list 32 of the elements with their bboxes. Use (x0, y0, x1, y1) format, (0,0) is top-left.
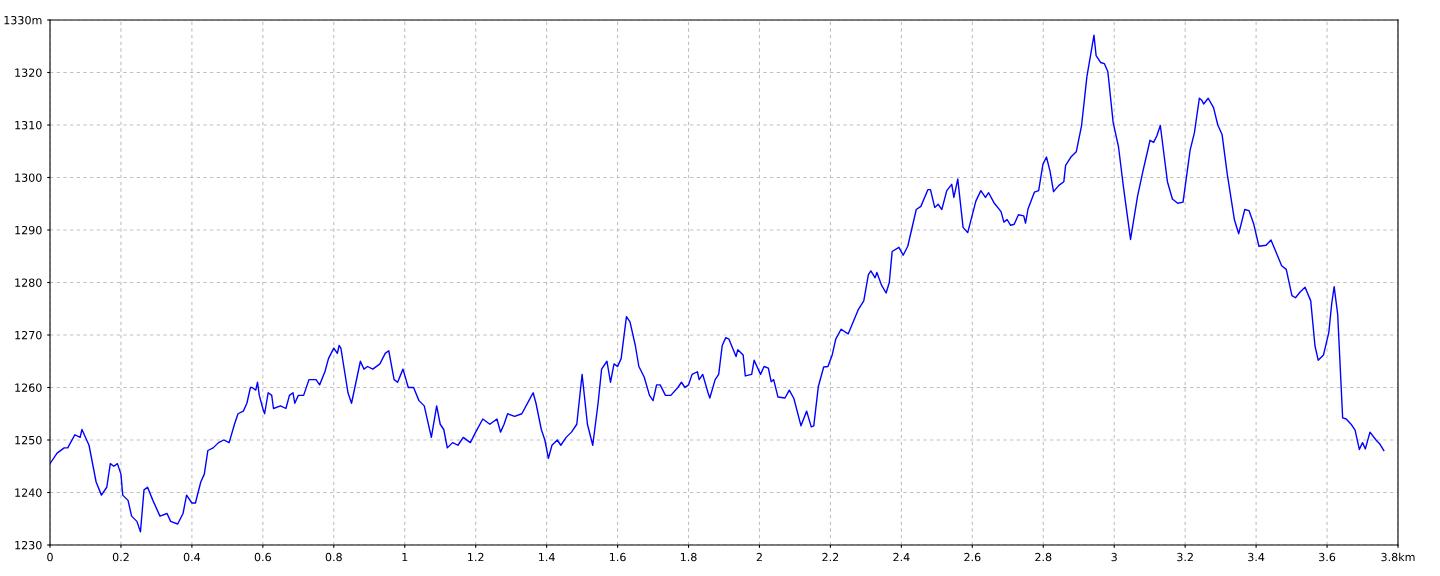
x-tick-label: 2.2 (822, 552, 839, 562)
x-tick-label: 3 (1111, 552, 1117, 562)
y-tick-label: 1310 (15, 120, 42, 130)
x-tick-label: 1.8 (680, 552, 697, 562)
x-tick-label: 2.6 (964, 552, 981, 562)
x-tick-label: 3.6 (1319, 552, 1336, 562)
x-tick-label: 1 (402, 552, 408, 562)
y-tick-label: 1230 (15, 540, 42, 550)
x-tick-label: 0.6 (254, 552, 271, 562)
x-tick-label: 0.8 (325, 552, 342, 562)
x-tick-label: 0.4 (183, 552, 201, 562)
y-tick-label: 1270 (15, 330, 42, 340)
y-tick-label: 1280 (15, 278, 42, 287)
y-tick-label: 1260 (15, 383, 42, 392)
x-tick-label: 1.6 (609, 552, 626, 562)
y-tick-label: 1300 (15, 173, 42, 182)
x-tick-label: 1.2 (468, 552, 484, 562)
x-tick-label: 3.4 (1248, 552, 1265, 562)
y-tick-label: 1250 (15, 435, 42, 445)
x-tick-label: 3.2 (1177, 552, 1193, 562)
y-tick-label: 1290 (15, 225, 42, 235)
x-tick-label: 0 (47, 552, 53, 562)
x-tick-label: 1.4 (539, 552, 555, 562)
y-tick-label: 1330m (4, 15, 42, 25)
x-tick-label: 2 (756, 552, 762, 562)
line-series (50, 34, 1385, 533)
x-tick-label: 3.8km (1381, 552, 1415, 562)
y-tick-label: 1240 (15, 488, 42, 497)
y-tick-label: 1320 (15, 68, 42, 77)
x-tick-label: 2.8 (1035, 552, 1052, 562)
x-tick-label: 0.2 (112, 552, 129, 562)
x-tick-label: 2.4 (893, 552, 910, 562)
